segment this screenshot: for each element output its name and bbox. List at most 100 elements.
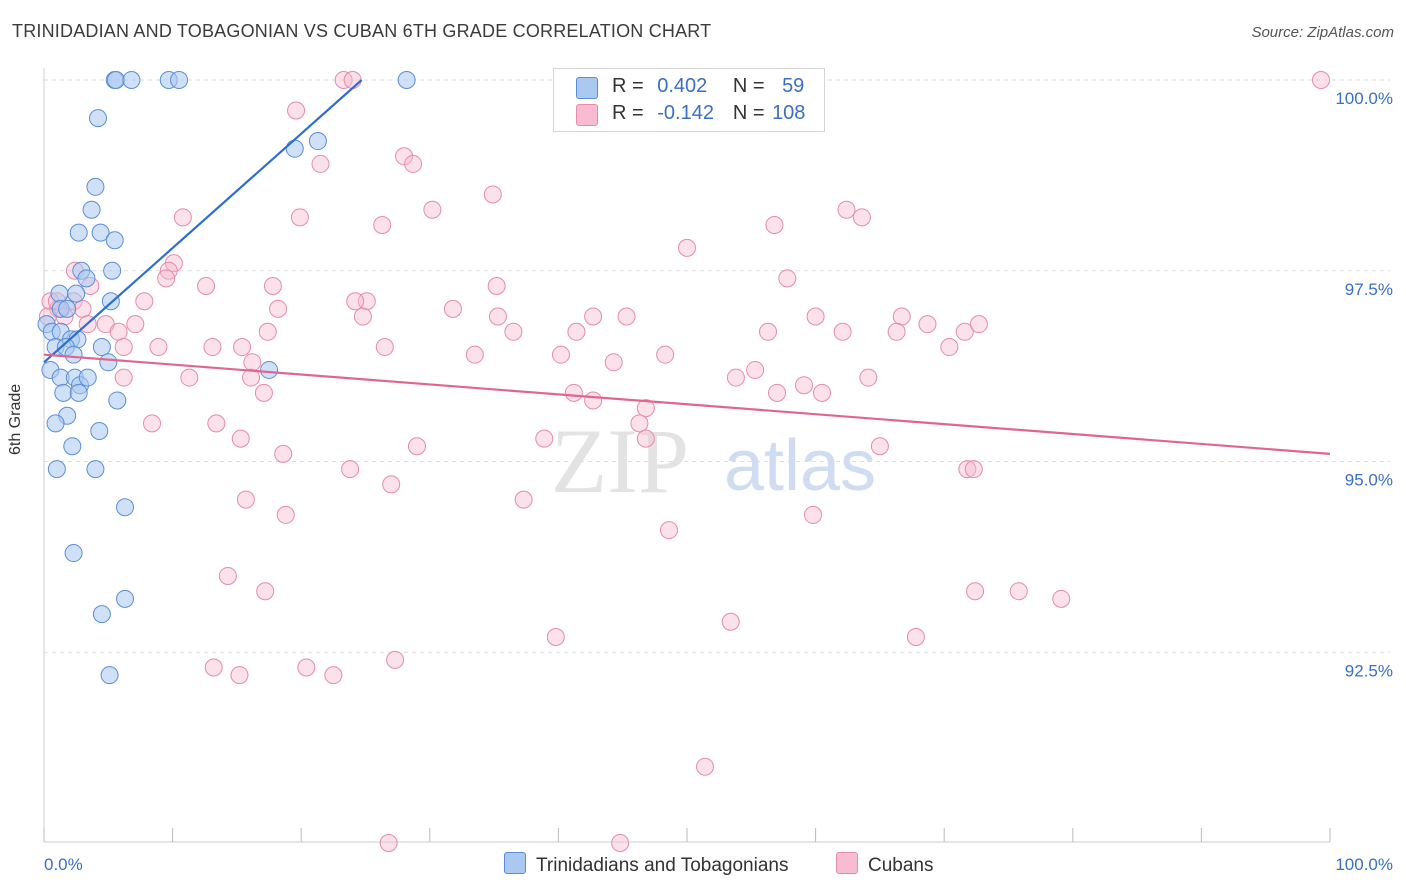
trinidadian-point	[103, 261, 122, 280]
cuban-point	[721, 612, 740, 631]
trinidadian-point	[170, 71, 189, 89]
cuban-point	[837, 200, 856, 219]
cuban-point	[334, 71, 353, 89]
legend-swatch-pink	[576, 104, 598, 126]
legend-r-label: R =	[612, 75, 644, 97]
trinidadian-point	[54, 383, 73, 402]
trinidadian-point	[69, 383, 88, 402]
cuban-point	[243, 353, 262, 372]
bottom-legend-cubans[interactable]: Cubans	[836, 852, 934, 877]
cuban-point	[256, 582, 275, 601]
legend-r-value-1: 0.402	[657, 75, 708, 97]
cuban-point	[297, 658, 316, 677]
trinidadian-point	[77, 269, 96, 288]
trinidadian-points	[37, 71, 416, 685]
cuban-point	[859, 368, 878, 387]
cuban-point	[353, 307, 372, 326]
cuban-point	[918, 315, 937, 334]
cuban-point	[813, 383, 832, 402]
trinidadian-point	[285, 139, 304, 158]
trinidadian-point	[308, 132, 327, 151]
cuban-point	[269, 299, 288, 318]
trinidadian-point	[100, 666, 119, 685]
cuban-point	[958, 460, 977, 479]
cuban-point	[955, 322, 974, 341]
trinidadian-point	[67, 284, 86, 303]
trinidadian-point	[116, 589, 135, 608]
chart-title: TRINIDADIAN AND TOBAGONIAN VS CUBAN 6TH …	[12, 21, 712, 41]
cuban-point	[765, 215, 784, 234]
legend-n-label: N =	[732, 102, 765, 124]
cuban-point	[726, 368, 745, 387]
trinidadian-point	[116, 498, 135, 517]
legend-n-label: N =	[732, 75, 765, 97]
cuban-point	[1311, 71, 1330, 89]
cuban-point	[274, 444, 293, 463]
cuban-point	[1009, 582, 1028, 601]
trinidadian-point	[397, 71, 416, 89]
bottom-legend-label-2: Cubans	[868, 855, 934, 876]
cuban-point	[617, 307, 636, 326]
stats-legend: R = 0.402 N = 59 R = -0.142 N = 108	[553, 68, 825, 132]
trinidadian-point	[86, 177, 105, 196]
cuban-point	[551, 345, 570, 364]
cuban-point	[143, 414, 162, 433]
cuban-point	[604, 353, 623, 372]
trinidadian-point	[99, 353, 118, 372]
y-tick-label: 100.0%	[1335, 89, 1393, 108]
cuban-point	[180, 368, 199, 387]
cuban-point	[126, 315, 145, 334]
cuban-point	[852, 208, 871, 227]
cuban-point	[373, 215, 392, 234]
legend-n-value-1: 59	[782, 75, 805, 97]
cuban-point	[969, 315, 988, 334]
cuban-point	[696, 757, 715, 776]
cuban-point	[940, 338, 959, 357]
cuban-point	[109, 322, 128, 341]
trinidadian-point	[64, 345, 83, 364]
legend-r-label: R =	[612, 102, 644, 124]
cuban-point	[404, 154, 423, 173]
cuban-point	[287, 101, 306, 120]
cuban-point	[341, 460, 360, 479]
cuban-point	[379, 834, 398, 852]
cuban-point	[386, 650, 405, 669]
cuban-point	[231, 429, 250, 448]
trinidadian-point	[91, 223, 110, 242]
watermark-atlas: atlas	[724, 426, 876, 506]
cuban-point	[795, 376, 814, 395]
zipatlas-watermark: ZIP atlas	[551, 410, 876, 512]
trinidadian-point	[89, 109, 108, 128]
trinidadian-point	[47, 460, 66, 479]
cuban-point	[346, 292, 365, 311]
trinidadian-point	[107, 71, 126, 89]
cuban-point	[382, 475, 401, 494]
cuban-point	[906, 627, 925, 646]
cuban-point	[343, 71, 362, 89]
legend-swatch-pink	[836, 852, 858, 874]
cuban-point	[423, 200, 442, 219]
legend-r-value-2: -0.142	[657, 102, 714, 124]
cuban-point	[203, 338, 222, 357]
cuban-point	[407, 437, 426, 456]
cuban-point	[236, 490, 255, 509]
cuban-point	[546, 627, 565, 646]
x-tick-label-end: 100.0%	[1335, 855, 1393, 874]
cuban-point	[870, 437, 889, 456]
trinidadian-point	[90, 421, 109, 440]
trinidadian-point	[63, 437, 82, 456]
bottom-legend-trinidadian[interactable]: Trinidadians and Tobagonians	[504, 852, 788, 877]
cuban-point	[833, 322, 852, 341]
cuban-point	[892, 307, 911, 326]
cuban-point	[487, 277, 506, 296]
trinidadian-point	[92, 338, 111, 357]
y-tick-label: 95.0%	[1345, 471, 1393, 490]
cuban-point	[311, 154, 330, 173]
cuban-point	[964, 460, 983, 479]
cuban-point	[135, 292, 154, 311]
cuban-point	[258, 322, 277, 341]
cuban-point	[746, 360, 765, 379]
cuban-point	[564, 383, 583, 402]
cuban-point	[233, 338, 252, 357]
cuban-point	[659, 521, 678, 540]
